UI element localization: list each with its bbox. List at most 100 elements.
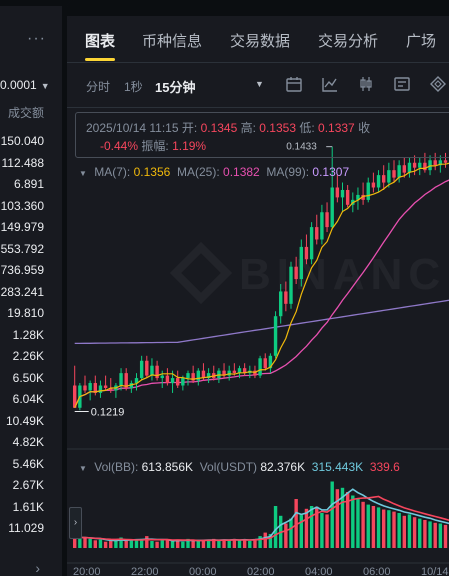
- candle-body: [201, 370, 206, 379]
- chevron-right-icon[interactable]: ›: [35, 560, 40, 576]
- volume-bar: [443, 524, 448, 548]
- candle-body: [304, 246, 309, 260]
- volume-bar: [330, 481, 334, 548]
- time-tick-label: 02:00: [247, 566, 275, 576]
- ma25-line: [74, 179, 449, 409]
- candle-body: [181, 378, 185, 386]
- volume-bar: [253, 538, 257, 548]
- volume-bar: [181, 541, 185, 548]
- candle-body: [160, 375, 164, 379]
- volume-bar: [376, 507, 381, 548]
- candle-body: [279, 291, 283, 317]
- precision-select[interactable]: 0.0001 ▼: [0, 78, 50, 92]
- precision-value: 0.0001: [0, 78, 37, 92]
- ohlc-line-1: 2025/10/14 11:15 开: 0.1345 高: 0.1353 低: …: [86, 119, 370, 136]
- volume-ma10-line: [74, 495, 449, 542]
- volume-bar: [438, 523, 443, 548]
- candle-body: [268, 355, 273, 369]
- volume-bar: [412, 517, 417, 548]
- candle-body: [98, 385, 103, 393]
- calendar-icon[interactable]: [285, 75, 303, 93]
- active-tab-indicator: [85, 58, 115, 61]
- candle-body: [387, 170, 391, 183]
- timeframe-line[interactable]: 分时: [86, 80, 111, 94]
- candle-body: [88, 383, 92, 391]
- open-value: 0.1345: [200, 121, 238, 135]
- volume-caret-icon[interactable]: ▼: [79, 464, 87, 473]
- volume-bar: [340, 487, 345, 548]
- volume-bar: [78, 536, 82, 548]
- collapse-caret-icon[interactable]: ▼: [79, 169, 87, 178]
- vol-bb-value: 613.856K: [141, 460, 194, 474]
- candle-body: [299, 246, 303, 280]
- volume-bar: [227, 540, 231, 548]
- candle-body: [222, 370, 226, 376]
- candle-body: [253, 370, 257, 376]
- candle-body: [232, 370, 237, 374]
- volume-bar: [103, 541, 108, 548]
- volume-bar: [268, 534, 273, 548]
- volume-bar: [119, 537, 123, 548]
- candle-body: [345, 189, 350, 205]
- caret-down-icon: ▼: [40, 81, 50, 91]
- candle-body: [242, 368, 247, 374]
- time-tick-label: 20:00: [73, 566, 101, 576]
- volume-bar: [165, 539, 170, 548]
- time-tick-label: 10/14: [421, 566, 449, 576]
- volume-bar: [299, 515, 303, 548]
- volume-bar: [150, 541, 154, 548]
- time-tick-label: 06:00: [363, 566, 391, 576]
- vol-ma1-value: 315.443K: [311, 460, 364, 474]
- volume-bar: [201, 539, 206, 548]
- volume-bar: [114, 540, 118, 548]
- volume-bar: [109, 541, 113, 548]
- more-options-icon[interactable]: ···: [27, 30, 46, 47]
- volume-bar: [345, 492, 350, 548]
- volume-bar: [397, 513, 401, 548]
- trade-volume-value: 103.360: [0, 198, 44, 213]
- volume-bar: [206, 540, 211, 548]
- tab-chart[interactable]: 图表: [85, 33, 116, 50]
- trade-volume-value: 149.979: [0, 220, 44, 234]
- candle-body: [340, 189, 345, 198]
- panel-gap: [62, 0, 67, 576]
- ohlc-info-box: 2025/10/14 11:15 开: 0.1345 高: 0.1353 低: …: [75, 112, 449, 158]
- trade-volume-value: 6.50K: [12, 370, 44, 385]
- candle-style-icon[interactable]: [357, 75, 375, 93]
- volume-bar: [273, 506, 278, 548]
- candle-body: [93, 383, 97, 393]
- candle-body: [273, 316, 278, 356]
- tab-square[interactable]: 广场: [406, 33, 437, 50]
- timeframe-1s[interactable]: 1秒: [124, 80, 143, 94]
- settings-panel-icon[interactable]: [393, 75, 411, 93]
- volume-bar: [176, 540, 180, 548]
- volume-bar: [170, 541, 175, 548]
- turnover-column-header: 成交额: [7, 106, 44, 120]
- trade-volume-value: 150.040: [0, 134, 44, 148]
- volume-bar: [387, 510, 391, 548]
- low-label: 低:: [299, 121, 315, 135]
- indicator-icon[interactable]: [321, 75, 339, 93]
- candle-body: [309, 227, 314, 260]
- candle-body: [227, 370, 231, 376]
- candle-body: [258, 358, 262, 376]
- volume-bar: [186, 538, 190, 548]
- tab-trading-data[interactable]: 交易数据: [230, 33, 291, 50]
- candle-body: [418, 162, 422, 168]
- tab-coin-info[interactable]: 币种信息: [142, 33, 203, 50]
- candle-body: [438, 160, 443, 166]
- left-top-strip: [0, 0, 62, 6]
- high-price-marker: 0.1433: [286, 142, 317, 153]
- candle-body: [139, 360, 144, 379]
- brand-logo-icon[interactable]: [429, 75, 447, 93]
- volume-bar: [222, 539, 226, 548]
- volume-bar: [309, 506, 314, 548]
- volume-bar: [93, 540, 97, 548]
- candlestick-chart[interactable]: 0.1433 0.1219: [67, 0, 449, 576]
- amplitude-value: 1.19%: [172, 139, 207, 153]
- scroll-left-button[interactable]: ›: [69, 507, 82, 539]
- timeframe-dropdown-icon[interactable]: ▼: [255, 79, 264, 89]
- volume-bar: [407, 514, 412, 548]
- tab-trading-analysis[interactable]: 交易分析: [318, 33, 379, 50]
- timeframe-15m[interactable]: 15分钟: [155, 80, 196, 95]
